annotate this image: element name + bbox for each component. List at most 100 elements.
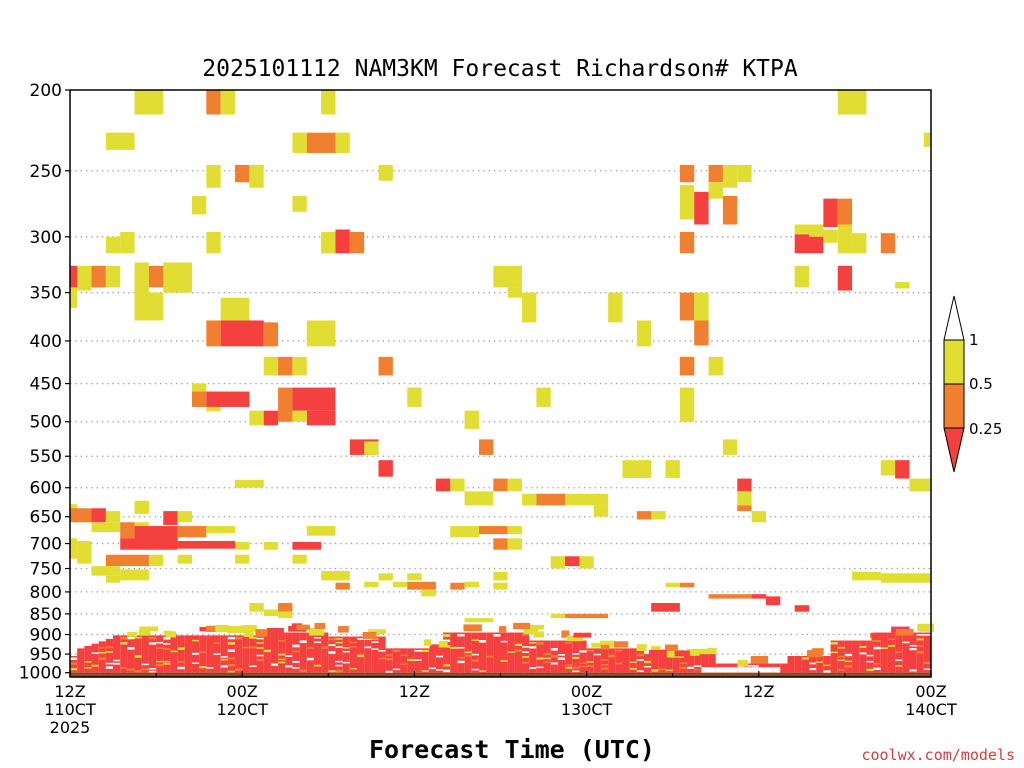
- x-tick-label: 130CT: [561, 700, 613, 719]
- low-band: [830, 642, 838, 645]
- low-scatter: [138, 628, 151, 636]
- ri-cell: [507, 287, 523, 298]
- low-band: [328, 651, 336, 654]
- low-red: [708, 654, 716, 673]
- low-band: [292, 650, 300, 653]
- low-band: [443, 634, 451, 637]
- low-scatter: [523, 627, 539, 635]
- ri-cell: [708, 594, 752, 599]
- ri-cell: [895, 460, 910, 479]
- ri-cell: [622, 460, 652, 478]
- colorbar-top-arrow: [943, 295, 965, 341]
- low-band: [500, 660, 508, 662]
- low-band: [565, 664, 573, 666]
- low-band: [586, 649, 594, 652]
- ri-cell: [120, 231, 135, 254]
- low-band: [328, 644, 336, 647]
- low-band: [256, 654, 264, 657]
- low-scatter: [664, 644, 678, 651]
- low-red: [292, 632, 300, 673]
- low-red: [278, 632, 286, 673]
- low-band: [909, 644, 917, 647]
- low-band: [457, 656, 465, 659]
- low-red: [299, 632, 307, 673]
- low-red: [565, 640, 573, 673]
- ri-cell: [708, 182, 723, 199]
- low-band: [227, 664, 236, 667]
- ri-cell: [407, 573, 422, 581]
- credit-text[interactable]: coolwx.com/models: [861, 746, 1015, 764]
- low-red: [801, 656, 810, 673]
- ri-cell: [177, 526, 207, 538]
- ri-cell: [292, 541, 322, 550]
- ri-cell: [263, 410, 279, 426]
- ri-cell: [636, 511, 652, 520]
- ri-cell: [364, 581, 379, 588]
- low-scatter: [226, 625, 244, 633]
- low-red: [148, 635, 157, 673]
- low-band: [550, 648, 558, 651]
- ri-cells: [70, 90, 931, 623]
- low-red: [270, 632, 279, 673]
- low-scatter: [614, 641, 629, 648]
- low-red: [909, 632, 917, 673]
- low-band: [191, 662, 200, 665]
- ri-cell: [70, 508, 92, 523]
- ri-cell: [565, 493, 609, 506]
- low-band: [400, 654, 408, 657]
- ri-cell: [263, 356, 279, 376]
- low-band: [120, 642, 128, 645]
- low-scatter: [241, 625, 257, 632]
- ri-cell: [636, 320, 652, 347]
- low-band: [148, 668, 157, 670]
- low-band: [105, 651, 114, 653]
- low-band: [335, 646, 343, 648]
- low-band: [249, 646, 257, 649]
- low-band: [443, 669, 451, 673]
- low-scatter: [707, 647, 717, 655]
- low-red: [378, 636, 386, 673]
- ri-cell: [206, 231, 221, 254]
- low-band: [227, 649, 236, 653]
- y-tick-label: 500: [30, 413, 62, 433]
- low-band: [522, 656, 530, 658]
- low-band: [486, 655, 494, 658]
- low-band: [557, 654, 566, 656]
- y-tick-label: 550: [30, 447, 62, 467]
- ri-cell: [91, 265, 106, 288]
- ri-cell: [91, 508, 106, 523]
- low-scatter: [423, 639, 432, 646]
- ri-cell: [923, 132, 931, 147]
- ri-cell: [765, 596, 781, 606]
- low-band: [665, 669, 673, 672]
- low-band: [213, 642, 221, 644]
- low-scatter: [296, 624, 310, 630]
- ri-cell: [120, 522, 135, 539]
- low-scatter: [308, 627, 325, 636]
- x-tick-label: 00Z: [915, 682, 946, 701]
- ri-cell: [679, 184, 695, 220]
- ri-cell: [909, 478, 931, 492]
- ri-cell: [206, 320, 221, 347]
- ri-cell: [392, 581, 408, 588]
- ri-cell: [235, 554, 250, 564]
- low-scatter: [337, 626, 349, 633]
- low-scatter: [205, 625, 221, 632]
- low-band: [565, 642, 573, 644]
- low-band: [177, 661, 185, 663]
- ri-cell: [823, 229, 838, 243]
- ri-cell: [550, 556, 566, 569]
- low-scatter: [438, 640, 448, 648]
- low-band: [550, 655, 558, 658]
- low-red: [622, 648, 630, 673]
- ri-cell: [880, 233, 896, 254]
- y-tick-label: 250: [30, 162, 62, 182]
- y-tick-label: 450: [30, 375, 62, 395]
- ri-cell: [321, 90, 336, 115]
- low-band: [227, 670, 236, 673]
- low-red: [608, 648, 616, 673]
- ri-cell: [335, 582, 350, 590]
- low-band: [385, 658, 393, 661]
- low-red: [242, 635, 250, 673]
- ri-cell: [608, 292, 623, 323]
